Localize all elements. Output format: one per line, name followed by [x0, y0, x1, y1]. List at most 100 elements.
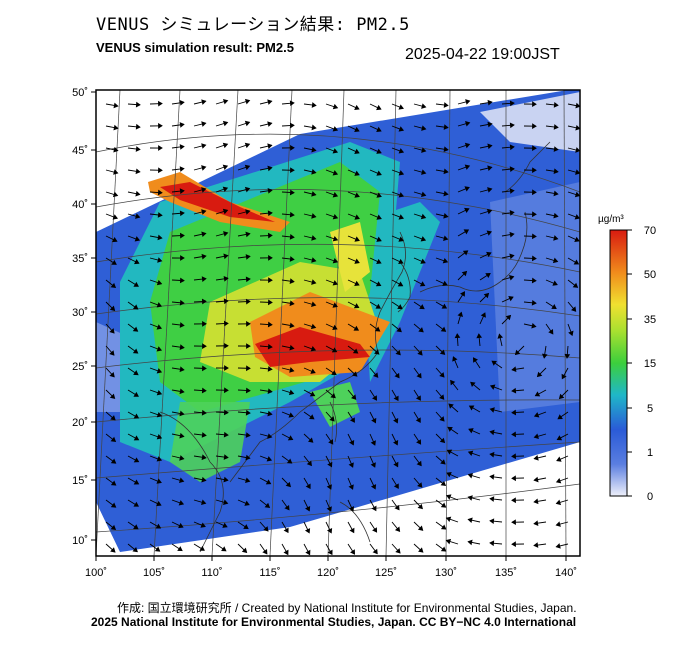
wind-arrow-head: [289, 211, 295, 218]
wind-arrow-head: [556, 435, 563, 441]
wind-arrow-head: [179, 166, 185, 172]
wind-arrow-head: [374, 349, 380, 355]
wind-arrow-head: [287, 435, 294, 441]
wind-arrow-head: [283, 527, 289, 534]
wind-arrow-head: [113, 102, 119, 109]
wind-arrow-head: [395, 548, 401, 554]
wind-arrow-head: [245, 432, 251, 438]
wind-arrow-head: [201, 432, 207, 438]
wind-arrow-head: [132, 326, 139, 332]
wind-arrow-head: [156, 302, 163, 308]
wind-arrow-head: [112, 191, 119, 198]
wind-arrow-head: [267, 165, 273, 172]
wind-arrow-head: [536, 371, 543, 378]
wind-arrow-head: [311, 191, 317, 197]
wind-arrow-head: [223, 298, 229, 305]
wind-arrow-head: [533, 542, 539, 548]
wind-arrow-head: [541, 353, 548, 359]
wind-arrow-head: [553, 190, 559, 197]
wind-arrow-head: [201, 99, 207, 105]
wind-arrow-head: [222, 208, 229, 215]
wind-arrow-head: [375, 281, 382, 287]
wind-arrow-head: [575, 147, 580, 153]
wind-arrow-head: [376, 126, 382, 132]
wind-arrow-head: [486, 230, 493, 236]
wind-arrow-head: [332, 192, 339, 198]
wind-arrow-head: [489, 407, 495, 413]
lat-label-20: 20˚: [72, 417, 88, 429]
wind-arrow-head: [548, 329, 554, 335]
wind-arrow-head: [110, 436, 117, 442]
wind-arrow-head: [420, 236, 427, 242]
wind-arrow-head: [309, 414, 315, 420]
wind-arrow-head: [420, 213, 427, 220]
wind-arrow-head: [311, 235, 317, 241]
wind-arrow-head: [420, 258, 426, 264]
wind-arrow-head: [454, 333, 461, 339]
wind-arrow-head: [330, 393, 336, 399]
wind-arrow-head: [376, 214, 382, 220]
latitude-labels: 50˚ 45˚ 40˚ 35˚ 30˚ 25˚ 20˚ 15˚ 10˚: [72, 87, 88, 547]
wind-arrow-head: [307, 437, 314, 443]
wind-arrow-head: [371, 505, 377, 512]
wind-arrow-head: [241, 547, 248, 553]
wind-arrow-head: [244, 98, 251, 105]
wind-arrow-head: [310, 368, 316, 374]
wind-arrow-head: [267, 143, 273, 149]
wind-arrow-head: [222, 164, 229, 170]
wind-arrow-head: [532, 211, 537, 218]
wind-arrow-head: [267, 343, 273, 350]
wind-arrow-head: [246, 343, 251, 349]
wind-arrow-head: [332, 103, 339, 110]
colorbar-tick-70: 70: [644, 225, 656, 237]
wind-arrow-head: [443, 124, 449, 130]
wind-arrow-head: [396, 326, 402, 333]
wind-arrow-head: [156, 389, 163, 396]
wind-arrow-head: [464, 186, 470, 192]
wind-arrow-head: [440, 502, 447, 508]
wind-arrow-head: [201, 209, 207, 215]
wind-arrow-head: [156, 324, 163, 330]
wind-arrow-head: [245, 454, 251, 461]
wind-arrow-head: [156, 434, 163, 440]
wind-arrow-head: [376, 148, 382, 154]
wind-arrow-head: [305, 483, 311, 490]
wind-arrow-head: [109, 393, 116, 399]
wind-arrow-head: [110, 502, 117, 508]
wind-arrow-head: [332, 258, 339, 264]
wind-arrow-head: [267, 433, 273, 439]
wind-arrow-head: [556, 456, 562, 462]
wind-arrow-head: [417, 350, 423, 356]
wind-arrow-head: [393, 461, 399, 468]
lon-label-135: 135˚: [495, 567, 517, 579]
wind-arrow-head: [439, 416, 445, 422]
wind-arrow-head: [109, 372, 115, 378]
wind-arrow-head: [110, 547, 116, 553]
wind-arrow-head: [133, 370, 139, 376]
wind-arrow-head: [201, 499, 207, 505]
wind-arrow-head: [372, 395, 378, 401]
wind-arrow-head: [555, 543, 561, 549]
wind-arrow-head: [558, 393, 565, 400]
wind-arrow-head: [564, 353, 571, 359]
wind-arrow-head: [328, 439, 334, 445]
wind-arrow-head: [531, 255, 537, 262]
wind-arrow-head: [133, 524, 139, 530]
wind-arrow-head: [415, 417, 421, 423]
wind-arrow-head: [553, 146, 559, 152]
wind-arrow-head: [489, 451, 495, 458]
wind-arrow-head: [290, 167, 295, 174]
wind-arrow-head: [511, 519, 516, 526]
wind-arrow-head: [443, 235, 449, 241]
colorbar-tick-5: 5: [647, 403, 653, 415]
wind-arrow-head: [201, 365, 207, 372]
wind-arrow-head: [156, 368, 163, 374]
wind-arrow-head: [553, 212, 559, 219]
wind-arrow-head: [487, 143, 493, 150]
wind-arrow-head: [440, 546, 447, 552]
wind-arrow-head: [133, 413, 140, 419]
wind-arrow-head: [446, 472, 452, 478]
wind-arrow-head: [326, 506, 332, 512]
wind-arrow-head: [351, 394, 357, 400]
longitude-labels: 100˚ 105˚ 110˚ 115˚ 120˚ 125˚ 130˚ 135˚ …: [85, 567, 577, 579]
